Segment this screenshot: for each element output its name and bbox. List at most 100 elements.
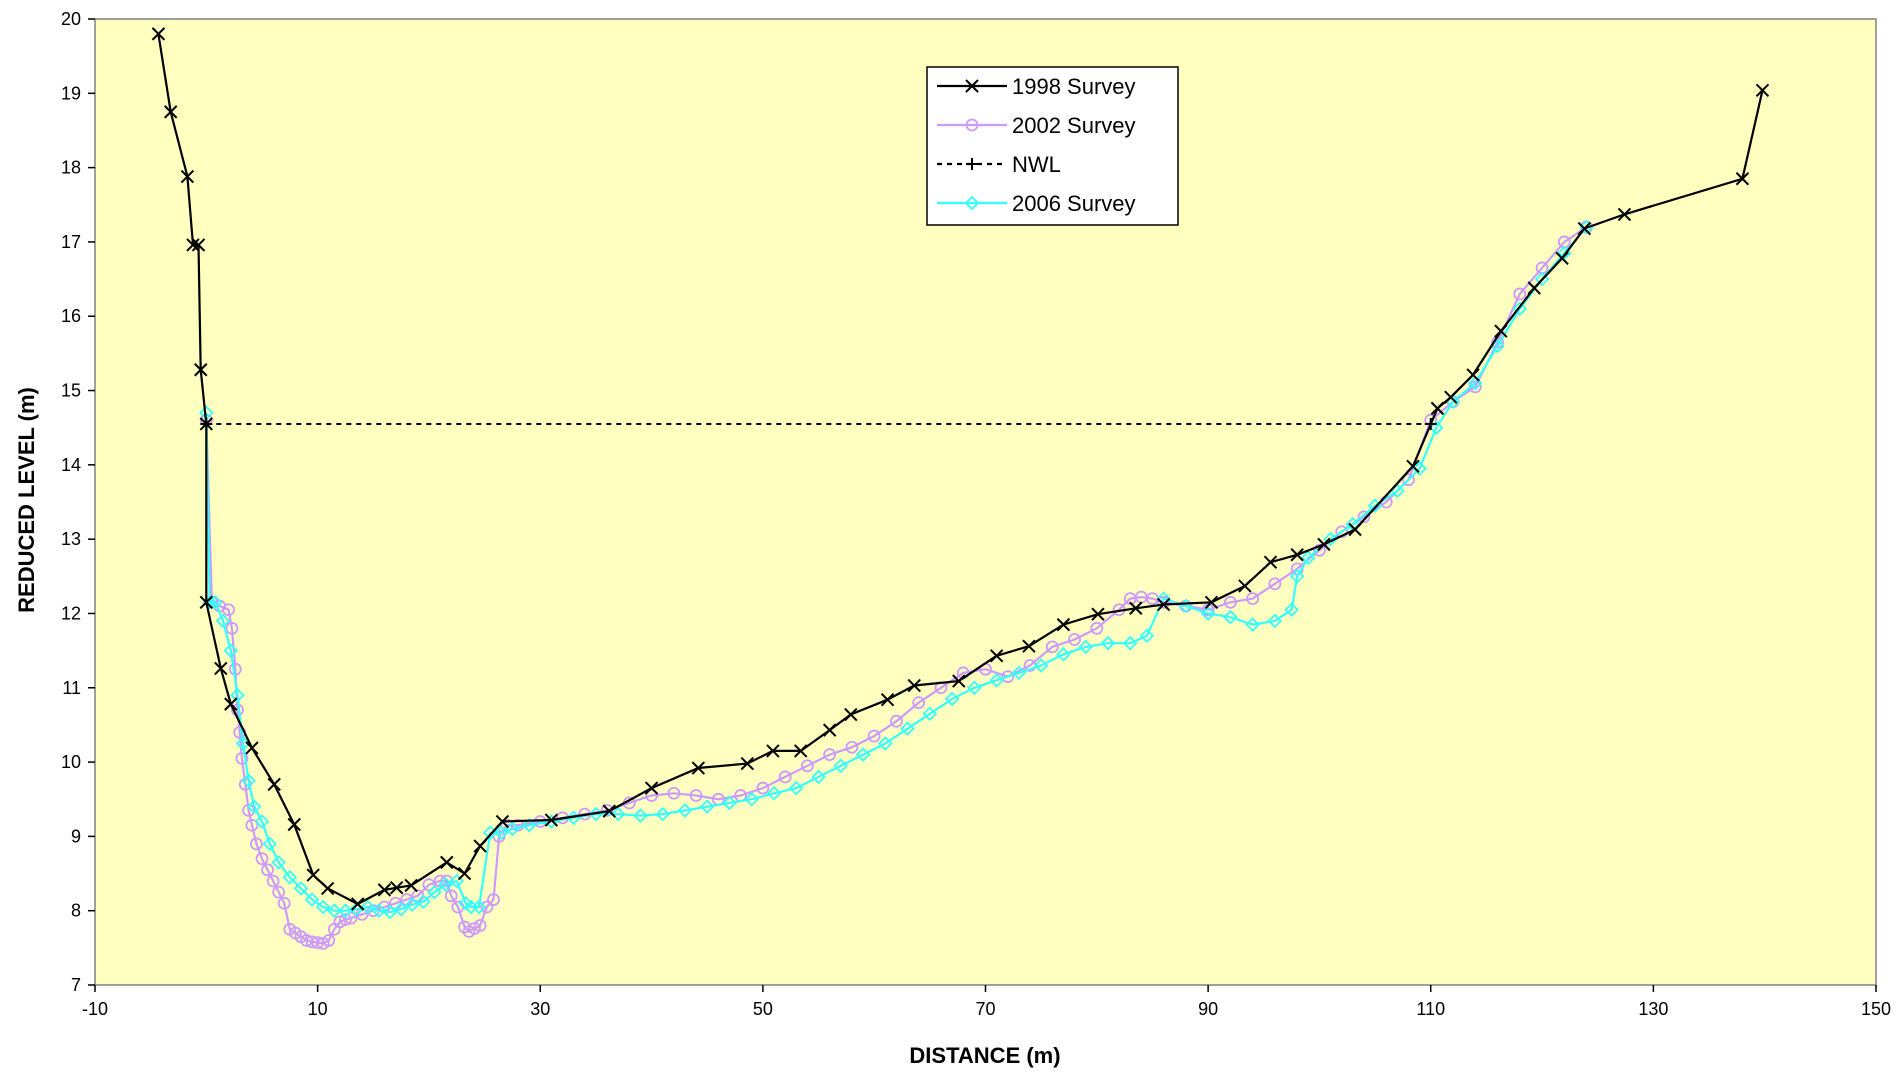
ticks-layer: -10 10 30 50 70 90 110 130 150 7 8 9 10 11 12 13 14 15 16 1…: [61, 9, 1891, 1019]
marker-stroke: [1430, 401, 1445, 416]
data-point: [1412, 461, 1427, 476]
data-point: [811, 769, 826, 785]
data-point: [1223, 595, 1237, 609]
data-point: [277, 896, 291, 910]
data-point: [1466, 368, 1480, 382]
data-point: [844, 707, 858, 722]
data-point: [223, 643, 239, 658]
data-point: [1056, 647, 1071, 662]
legend-item: 2006 Survey: [937, 191, 1136, 216]
data-point: [699, 799, 715, 814]
data-point: [322, 934, 336, 947]
data-point: [427, 884, 442, 900]
legend-swatch-marker: [966, 158, 978, 170]
data-point: [449, 873, 465, 889]
data-point: [1200, 606, 1216, 621]
legend-swatch-marker: [964, 195, 980, 211]
data-point: [1268, 577, 1282, 591]
data-point: [1444, 390, 1458, 404]
data-point: [1022, 639, 1036, 653]
series-1998-survey: [151, 27, 1770, 911]
data-point: [191, 238, 206, 252]
data-point: [338, 903, 353, 918]
y-tick-label: 8: [71, 901, 81, 921]
data-point: [444, 889, 458, 903]
marker-stroke: [287, 817, 301, 832]
data-point: [458, 895, 473, 911]
data-point: [922, 706, 938, 722]
data-point: [1056, 617, 1071, 632]
data-point: [1157, 595, 1170, 609]
marker-stroke: [1263, 555, 1278, 569]
data-point: [235, 736, 251, 751]
data-point: [1045, 640, 1059, 654]
y-tick-label: 13: [61, 529, 81, 549]
data-point: [677, 803, 693, 818]
marker-stroke: [1527, 281, 1541, 295]
data-point: [1011, 665, 1027, 681]
data-point: [151, 27, 166, 41]
data-point: [1284, 602, 1299, 618]
data-point: [422, 878, 436, 892]
data-point: [867, 729, 881, 743]
data-point: [224, 697, 238, 711]
data-point: [194, 363, 208, 377]
data-point: [262, 836, 278, 852]
data-point: [250, 837, 263, 851]
data-point: [1335, 525, 1349, 539]
data-point: [487, 893, 500, 906]
data-point: [645, 789, 658, 802]
data-point: [163, 105, 178, 119]
marker-stroke: [245, 741, 259, 755]
data-point: [907, 678, 921, 693]
data-point: [242, 803, 256, 817]
x-tick-label: 110: [1416, 999, 1445, 1019]
data-point: [602, 804, 616, 818]
data-point: [1317, 537, 1331, 552]
data-point: [1090, 621, 1104, 635]
data-point: [855, 747, 871, 762]
x-tick-label: 130: [1638, 999, 1668, 1019]
data-point: [440, 874, 454, 888]
data-point: [944, 691, 960, 707]
marker-stroke: [544, 813, 559, 827]
legend-swatch-marker: [965, 79, 979, 93]
marker-stroke: [644, 781, 659, 795]
data-point: [1348, 522, 1362, 537]
y-tick-label: 12: [61, 603, 81, 623]
data-point: [1513, 287, 1527, 301]
marker-stroke: [602, 804, 616, 818]
marker-stroke: [350, 897, 365, 911]
data-point: [756, 781, 770, 795]
marker-stroke: [1156, 597, 1171, 612]
data-point: [1527, 281, 1541, 295]
data-point: [740, 756, 754, 771]
data-point: [788, 780, 804, 796]
data-point: [544, 813, 559, 827]
data-point: [1402, 473, 1415, 487]
data-point: [845, 740, 859, 754]
x-axis-title: DISTANCE (m): [909, 1043, 1060, 1068]
y-tick-label: 11: [62, 678, 81, 698]
data-point: [315, 899, 331, 915]
y-tick-label: 18: [61, 158, 81, 178]
marker-stroke: [952, 674, 966, 688]
data-point: [306, 868, 320, 882]
data-point: [1357, 510, 1371, 524]
marker-stroke: [214, 661, 228, 676]
data-point: [333, 915, 347, 929]
data-point: [778, 770, 792, 784]
data-point: [900, 721, 915, 736]
data-point: [230, 687, 245, 703]
data-point: [261, 863, 274, 877]
marker-stroke: [1204, 595, 1219, 610]
data-point: [1091, 607, 1105, 621]
data-point: [473, 919, 487, 932]
data-point: [382, 904, 398, 920]
legend-label: 2002 Survey: [1012, 113, 1136, 138]
marker-stroke: [1577, 221, 1592, 236]
data-point: [360, 899, 375, 915]
data-point: [214, 661, 228, 676]
marker-stroke: [1317, 537, 1331, 552]
